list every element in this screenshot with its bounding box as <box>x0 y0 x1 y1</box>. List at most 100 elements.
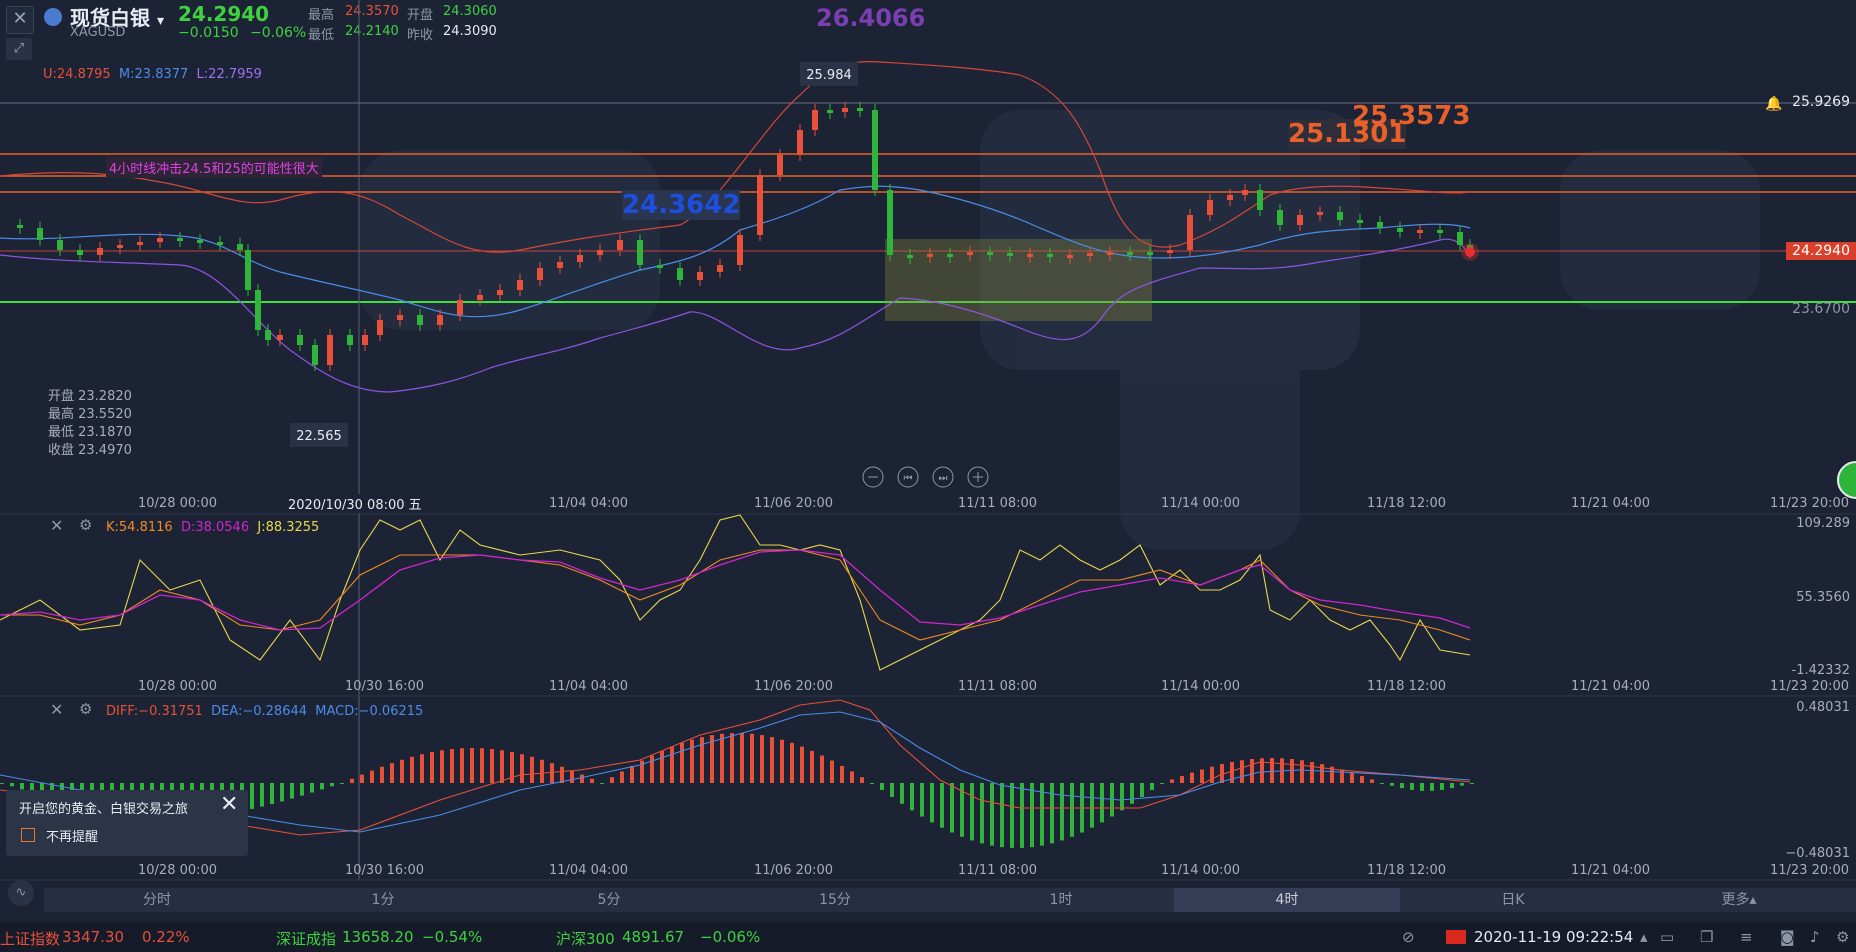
blue-price-label[interactable]: 24.3642 <box>622 190 741 220</box>
timeframe-0[interactable]: 分时 <box>143 892 171 908</box>
sz-index-name[interactable]: 深证成指 <box>276 930 337 948</box>
candle-body <box>1227 195 1233 200</box>
window-icon[interactable]: ▭ <box>1660 928 1675 946</box>
timeframe-5[interactable]: 4时 <box>1174 888 1400 912</box>
timeframe-6[interactable]: 日K <box>1501 892 1525 908</box>
candle-body <box>197 240 203 243</box>
chevron-down-icon[interactable]: ▾ <box>156 13 164 29</box>
candle-body <box>37 228 43 240</box>
candle-body <box>857 108 863 111</box>
sz-index-value: 13658.20 <box>342 928 414 946</box>
indicator-icon[interactable]: ∿ <box>8 880 34 906</box>
expand-icon[interactable]: ⤢ <box>6 38 32 60</box>
sh-index-pct: 0.22% <box>142 928 190 946</box>
candle-body <box>1242 190 1248 195</box>
macd-legend: DIFF:−0.31751 DEA:−0.28644 MACD:−0.06215 <box>106 704 424 719</box>
timeframe-7[interactable]: 更多▴ <box>1721 892 1757 908</box>
macd-bar <box>1420 783 1424 791</box>
candle-body <box>887 190 893 255</box>
time-tick: 11/11 08:00 <box>958 496 1038 511</box>
settings-macd-icon[interactable]: ⚙ <box>79 700 93 718</box>
chart-canvas[interactable]: 25.984 22.565 🔔 ⏮ ⏭ <box>0 0 1856 920</box>
candle-body <box>277 335 283 340</box>
macd-bar <box>10 783 14 787</box>
macd-bar <box>1430 783 1434 791</box>
candle-body <box>1257 190 1263 210</box>
macd-bar <box>840 765 844 783</box>
macd-bar <box>1120 783 1124 811</box>
open-value: 24.3060 <box>443 4 497 19</box>
macd-bar <box>1380 783 1384 784</box>
candle-body <box>347 335 353 345</box>
purple-price-label[interactable]: 26.4066 <box>816 4 926 32</box>
candle-body <box>717 265 723 272</box>
close-notice-icon[interactable]: ✕ <box>220 792 239 817</box>
macd-bar <box>1330 766 1334 783</box>
ohlc-box: 开盘 23.2820 最高 23.5520 最低 23.1870 收盘 23.4… <box>48 389 132 458</box>
macd-bar <box>640 760 644 783</box>
macd-bar <box>330 783 334 787</box>
time-tick: 11/18 12:00 <box>1367 863 1447 878</box>
time-tick: 11/18 12:00 <box>1367 496 1447 511</box>
candle-body <box>17 225 23 228</box>
macd-bar <box>1300 760 1304 783</box>
macd-bar <box>310 783 314 793</box>
red-price-label-2[interactable]: 25.3573 <box>1352 101 1471 131</box>
candle-body <box>827 110 833 113</box>
svg-text:⏭: ⏭ <box>939 473 948 484</box>
layout-icon[interactable]: ❐ <box>1700 928 1714 946</box>
time-tick: 11/23 20:00 <box>1770 863 1850 878</box>
macd-bar <box>670 746 674 783</box>
timeframe-3[interactable]: 15分 <box>819 892 851 908</box>
macd-bar <box>1040 783 1044 846</box>
hs300-pct: −0.06% <box>700 928 761 946</box>
close-macd-icon[interactable]: ✕ <box>50 700 64 719</box>
settings-kdj-icon[interactable]: ⚙ <box>79 516 93 534</box>
close-kdj-icon[interactable]: ✕ <box>50 516 64 535</box>
high-label: 最高 <box>308 8 335 23</box>
hs300-name[interactable]: 沪深300 <box>556 930 615 948</box>
note-text[interactable]: 4小时线冲击24.5和25的可能性很大 <box>106 157 322 178</box>
macd-bar <box>1360 775 1364 783</box>
macd-bar <box>1030 783 1034 848</box>
symbol-code: XAGUSD <box>70 25 126 40</box>
sound-icon[interactable]: ♪ <box>1810 928 1820 946</box>
timeframe-1[interactable]: 1分 <box>371 892 395 908</box>
macd-bar <box>1270 758 1274 783</box>
macd-bar <box>380 766 384 783</box>
macd-bar <box>40 783 44 796</box>
macd-bar <box>860 777 864 783</box>
macd-bar <box>1130 783 1134 804</box>
macd-bar <box>410 756 414 783</box>
candle-body <box>97 248 103 255</box>
symbol-name[interactable]: 现货白银 ▾ <box>70 6 164 30</box>
red-price-label-1[interactable]: 25.1301 <box>1288 119 1407 149</box>
candle-body <box>117 245 123 248</box>
dont-remind-checkbox[interactable] <box>21 828 35 842</box>
macd-bar <box>480 748 484 783</box>
macd-bar <box>650 755 654 783</box>
timeframe-2[interactable]: 5分 <box>597 892 621 908</box>
sync-off-icon[interactable]: ⊘ <box>1402 928 1415 946</box>
macd-bar <box>960 783 964 837</box>
candle-body <box>577 255 583 262</box>
candle-body <box>245 250 251 290</box>
timeframe-4[interactable]: 1时 <box>1049 892 1073 908</box>
time-tick: 11/14 00:00 <box>1161 863 1241 878</box>
caret-up-icon[interactable]: ▴ <box>1640 928 1648 946</box>
settings-icon[interactable]: ⚙ <box>1836 928 1850 946</box>
candle-body <box>1317 212 1323 215</box>
camera-icon[interactable]: ◙ <box>1780 928 1795 946</box>
kdj-k-line <box>0 549 1471 641</box>
time-tick: 11/21 04:00 <box>1571 679 1651 694</box>
side-badge <box>1837 461 1856 499</box>
candle-body <box>255 290 261 330</box>
macd-bar <box>390 763 394 783</box>
high-value: 24.3570 <box>345 4 399 19</box>
zoom-out-icon <box>862 466 884 488</box>
list-icon[interactable]: ≡ <box>1740 928 1753 946</box>
close-button[interactable]: ✕ <box>6 6 34 34</box>
peak-label: 25.984 <box>806 68 852 83</box>
macd-bar <box>760 735 764 783</box>
sh-index-name[interactable]: 上证指数 <box>0 930 61 948</box>
